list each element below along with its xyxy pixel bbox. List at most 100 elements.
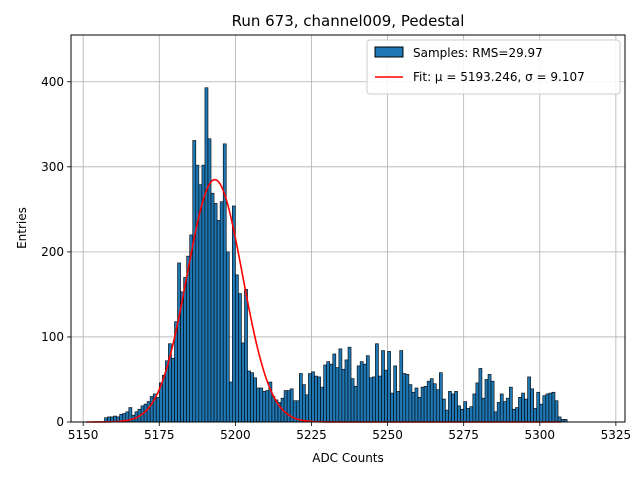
histogram-bar: [402, 373, 407, 423]
histogram-bar: [372, 376, 376, 423]
y-tick-label: 200: [41, 245, 64, 259]
histogram-bar: [326, 361, 331, 423]
histogram-bar: [481, 397, 486, 423]
histogram-bar: [359, 361, 364, 423]
histogram-bar: [417, 397, 422, 423]
y-tick-label: 300: [41, 160, 64, 174]
histogram-bar: [308, 373, 312, 423]
histogram-bar: [311, 371, 315, 423]
histogram-bar: [222, 143, 227, 423]
histogram-bar: [515, 407, 519, 423]
histogram-bar: [362, 363, 367, 423]
histogram-bar: [451, 393, 455, 423]
histogram-bar: [265, 390, 270, 423]
histogram-bar: [195, 164, 200, 423]
histogram-bar: [210, 192, 215, 423]
y-tick-label: 0: [56, 415, 64, 429]
x-tick-label: 5275: [448, 428, 479, 442]
y-tick-label: 100: [41, 330, 64, 344]
histogram-bar: [171, 357, 175, 423]
histogram-bar: [186, 255, 191, 423]
histogram-bar: [283, 390, 288, 423]
histogram-bar: [241, 342, 245, 423]
histogram-bar: [198, 184, 203, 423]
histogram-bar: [414, 387, 419, 423]
histogram-bar: [356, 365, 361, 423]
histogram-bar: [439, 372, 443, 423]
histogram-bar: [496, 402, 501, 423]
histogram-bar: [527, 376, 531, 423]
histogram-bar: [530, 388, 534, 423]
histogram-bar: [213, 203, 218, 423]
histogram-bar: [350, 378, 355, 423]
histogram-bar: [548, 392, 553, 423]
histogram-bar: [505, 397, 510, 423]
x-axis-ticks: 5150 5175 5200 5225 5250 5275 5300 5325: [68, 422, 631, 442]
legend-swatch-samples: [374, 46, 404, 58]
histogram-bar: [228, 381, 233, 423]
histogram-bar: [387, 351, 391, 423]
histogram-bar: [463, 401, 468, 423]
histogram-bar: [381, 350, 385, 423]
histogram-bar: [393, 365, 398, 423]
x-tick-label: 5325: [601, 428, 632, 442]
histogram-bar: [420, 386, 425, 423]
histogram-bar: [335, 367, 340, 423]
histogram-bar: [472, 393, 477, 423]
histogram-bar: [405, 374, 410, 423]
histogram-bar: [411, 391, 416, 423]
histogram-bar: [445, 409, 449, 423]
histogram-bar: [512, 408, 516, 423]
histogram-bar: [429, 378, 434, 423]
histogram-bar: [490, 380, 495, 423]
histogram-bar: [286, 390, 291, 423]
histogram-bar: [259, 387, 264, 423]
histogram-bar: [332, 353, 337, 423]
histogram-bar: [399, 350, 404, 423]
histogram-bar: [253, 377, 257, 423]
x-axis-label: ADC Counts: [312, 451, 384, 465]
histogram-bar: [509, 386, 513, 423]
histogram-bar: [521, 392, 525, 423]
legend-label-fit: Fit: μ = 5193.246, σ = 9.107: [413, 70, 585, 84]
histogram-bar: [338, 348, 343, 423]
histogram-bar: [426, 380, 431, 423]
histogram-bar: [323, 364, 327, 423]
histogram-bar: [177, 262, 181, 423]
histogram-bar: [320, 386, 324, 423]
histogram-bar: [347, 346, 352, 423]
histogram-bar: [469, 406, 474, 423]
histogram-bar: [375, 343, 379, 423]
histogram-bar: [533, 408, 538, 423]
histogram-bar: [353, 385, 358, 423]
y-axis-label: Entries: [15, 207, 29, 249]
histogram-bar: [344, 359, 349, 423]
histogram-bar: [493, 411, 498, 423]
x-tick-label: 5200: [220, 428, 251, 442]
histogram-bar: [545, 393, 550, 423]
histogram-bar: [524, 398, 528, 423]
histogram-bar: [180, 291, 184, 423]
plot-frame: [70, 34, 626, 423]
histogram-bar: [457, 405, 461, 423]
histogram-bar: [216, 220, 221, 423]
histogram-bar: [183, 277, 187, 423]
histogram-bar: [250, 372, 254, 423]
histogram-bar: [484, 379, 489, 423]
x-tick-label: 5300: [524, 428, 555, 442]
x-tick-label: 5225: [296, 428, 327, 442]
histogram-bar: [554, 400, 559, 423]
histogram-bar: [329, 363, 334, 423]
legend-box: [366, 39, 621, 95]
histogram-bar: [408, 384, 413, 423]
histogram-bar: [314, 375, 318, 423]
histogram-bar: [432, 383, 437, 423]
histogram-bar: [384, 369, 388, 423]
x-tick-label: 5150: [68, 428, 99, 442]
histogram-bar: [369, 377, 373, 423]
histogram-bar: [466, 408, 471, 423]
x-tick-label: 5175: [144, 428, 175, 442]
histogram-bar: [305, 394, 309, 423]
histogram-bar: [396, 391, 401, 423]
